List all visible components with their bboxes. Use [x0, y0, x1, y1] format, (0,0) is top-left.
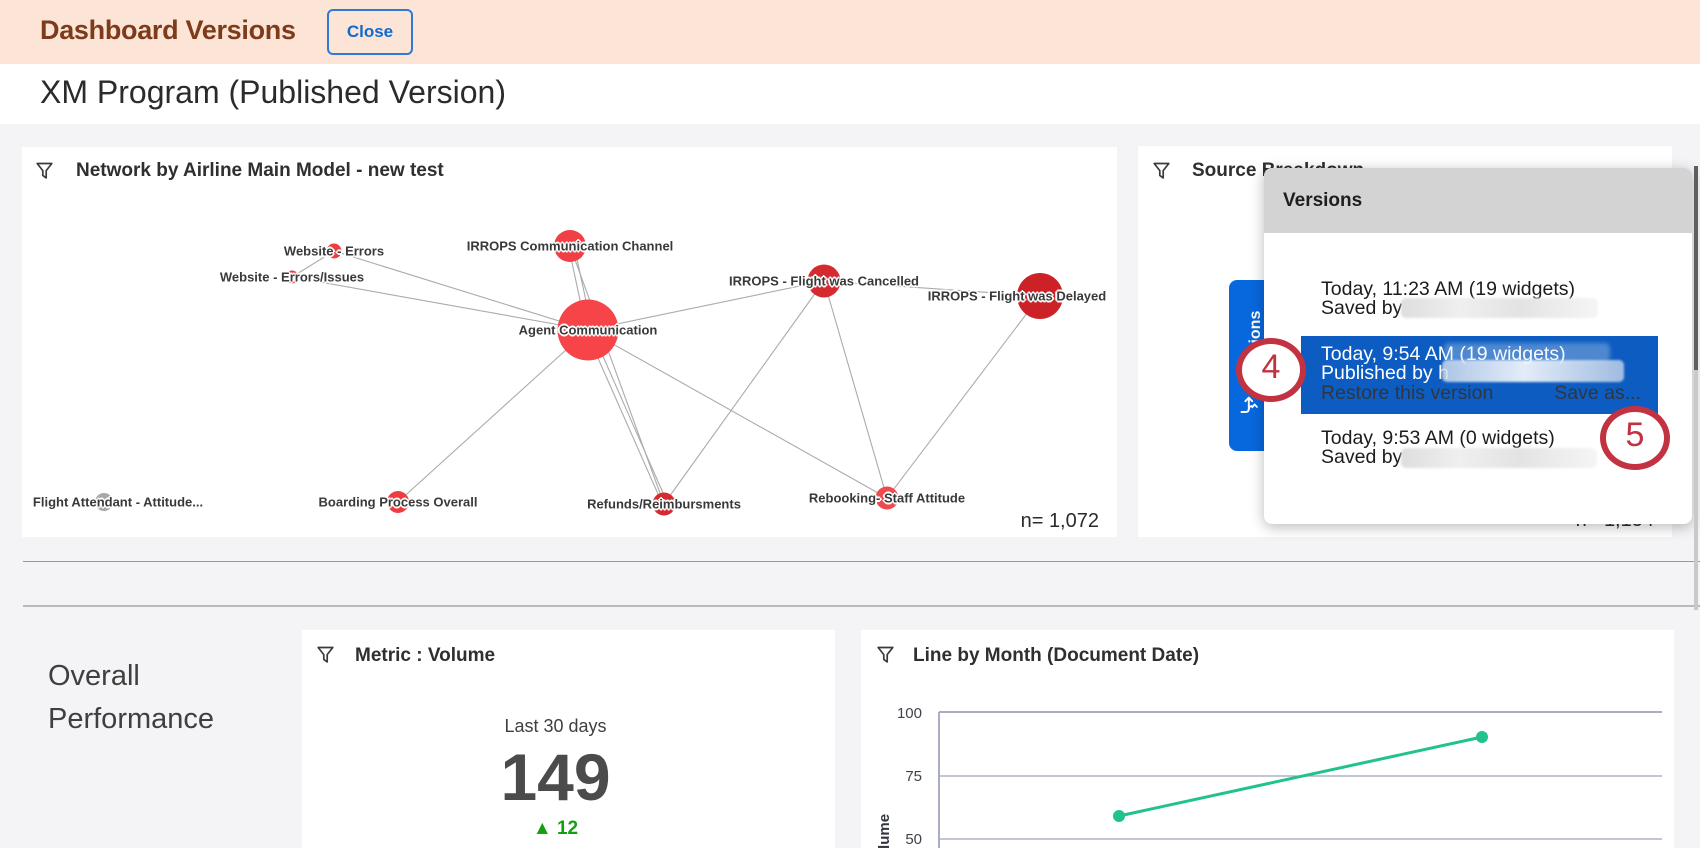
svg-text:Volume: Volume	[876, 814, 893, 848]
svg-text:50: 50	[905, 831, 922, 848]
svg-text:100: 100	[897, 705, 922, 722]
svg-text:75: 75	[905, 768, 922, 785]
